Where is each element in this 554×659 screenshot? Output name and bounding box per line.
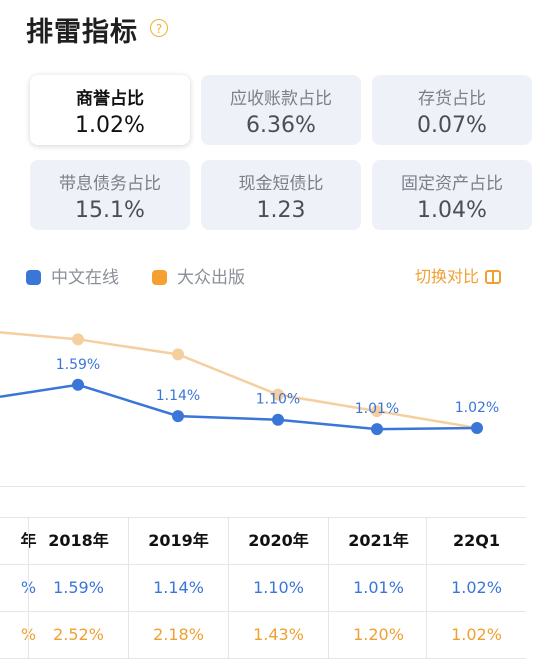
table-cell: 1.02% — [426, 565, 526, 611]
table-cell: 2.52% — [28, 612, 128, 658]
metric-label: 固定资产占比 — [401, 174, 503, 194]
data-label-company: 1.02% — [455, 400, 499, 416]
metric-value: 6.36% — [246, 113, 316, 138]
metric-value: 1.02% — [75, 113, 145, 138]
metric-label: 存货占比 — [418, 89, 486, 109]
series-point-company — [172, 410, 184, 423]
table-cell: 1.20% — [328, 612, 428, 658]
metric-card-interest-debt[interactable]: 带息债务占比 15.1% — [30, 160, 190, 230]
series-point-industry — [272, 388, 284, 401]
metric-value: 1.04% — [417, 198, 487, 223]
metric-label: 带息债务占比 — [59, 174, 161, 194]
table-header: 2019年 — [128, 518, 228, 564]
legend-label: 大众出版 — [177, 268, 245, 288]
table-cell: 2.18% — [128, 612, 228, 658]
data-label-company: 1.59% — [56, 357, 100, 373]
metric-value: 0.07% — [417, 113, 487, 138]
legend-item-industry[interactable]: 大众出版 — [152, 263, 245, 288]
legend-label: 中文在线 — [51, 268, 119, 288]
switch-label: 切换对比 — [415, 267, 480, 286]
metric-label: 商誉占比 — [76, 89, 144, 109]
metric-value: 1.23 — [256, 198, 306, 223]
table-cell: 1.14% — [128, 565, 228, 611]
switch-icon — [485, 270, 502, 284]
data-label-company: 1.01% — [355, 401, 399, 417]
table-cell: 1.59% — [28, 565, 128, 611]
metric-card-goodwill[interactable]: 商誉占比 1.02% — [30, 75, 190, 145]
table-cell: 1.10% — [228, 565, 328, 611]
metric-card-fixed-assets[interactable]: 固定资产占比 1.04% — [372, 160, 532, 230]
table-header: 2021年 — [328, 518, 428, 564]
series-point-company — [272, 413, 284, 426]
metric-label: 应收账款占比 — [230, 89, 332, 109]
metric-card-receivables[interactable]: 应收账款占比 6.36% — [201, 75, 361, 145]
table-row-industry: % 2.52% 2.18% 1.43% 1.20% 1.02% — [0, 611, 526, 659]
data-label-company: 1.14% — [156, 388, 200, 404]
table-cell: 1.43% — [228, 612, 328, 658]
table-header-row: 年 2018年 2019年 2020年 2021年 22Q1 — [0, 517, 526, 564]
legend-item-company[interactable]: 中文在线 — [26, 263, 119, 288]
metric-card-inventory[interactable]: 存货占比 0.07% — [372, 75, 532, 145]
series-line-industry — [0, 331, 478, 430]
series-point-company — [371, 423, 383, 436]
table-row-company: % 1.59% 1.14% 1.10% 1.01% 1.02% — [0, 564, 526, 611]
legend-dot — [26, 270, 41, 285]
series-point-company — [471, 421, 483, 434]
switch-compare-button[interactable]: 切换对比 — [415, 263, 502, 287]
chart-divider — [0, 486, 526, 487]
series-point-industry — [72, 333, 84, 346]
table-header: 2020年 — [228, 518, 328, 564]
series-point-industry — [371, 405, 383, 418]
table-cell: 1.02% — [426, 612, 526, 658]
metric-card-cash-short-debt[interactable]: 现金短债比 1.23 — [201, 160, 361, 230]
table-cell: 1.01% — [328, 565, 428, 611]
table-header: 2018年 — [28, 518, 128, 564]
data-table: 年 2018年 2019年 2020年 2021年 22Q1 % 1.59% 1… — [0, 517, 526, 659]
data-label-company: 1.10% — [256, 392, 300, 408]
series-line-company — [0, 383, 478, 431]
legend-dot — [152, 270, 167, 285]
page-title: 排雷指标 — [26, 17, 138, 48]
metric-value: 15.1% — [75, 198, 145, 223]
series-point-company — [72, 378, 84, 391]
line-chart: 1.59% 1.14% 1.10% 1.01% 1.02% — [0, 331, 499, 436]
series-point-industry — [172, 348, 184, 361]
help-icon[interactable]: ? — [150, 19, 168, 37]
table-header: 22Q1 — [426, 518, 526, 564]
metric-label: 现金短债比 — [238, 174, 324, 194]
